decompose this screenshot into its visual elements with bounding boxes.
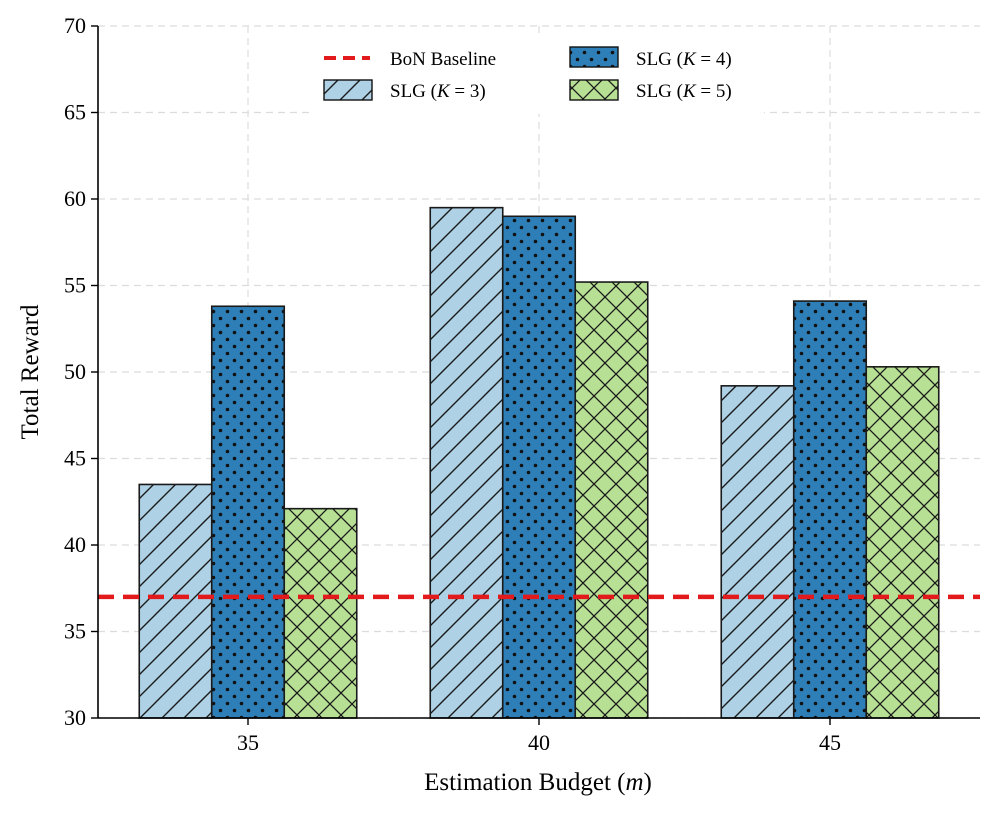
y-tick-label: 50 (64, 359, 86, 384)
y-tick-label: 30 (64, 705, 86, 730)
x-axis-title: Estimation Budget (m) (424, 769, 652, 796)
y-tick-label: 40 (64, 532, 86, 557)
legend-swatch-k3 (323, 79, 373, 101)
bar-slg-k-4--45 (792, 300, 868, 719)
legend-swatch-k5 (569, 79, 619, 101)
x-tick-label: 35 (237, 730, 259, 755)
y-tick-label: 60 (64, 186, 86, 211)
legend-background (312, 38, 764, 114)
bars (138, 206, 940, 719)
bar-slg-k-5--35 (283, 507, 358, 719)
legend-label-baseline: BoN Baseline (390, 49, 496, 70)
bar-slg-k-4--40 (501, 215, 577, 719)
bar-slg-k-3--45 (720, 385, 795, 719)
bar-slg-k-5--45 (865, 366, 940, 719)
y-tick-label: 70 (64, 13, 86, 38)
legend: BoN Baseline SLG (K = 4) SLG (K = 3) SLG… (312, 38, 764, 114)
x-tick-label: 45 (819, 730, 841, 755)
ticks: 30 35 40 45 50 55 60 65 70 35 40 45 (64, 13, 841, 755)
y-tick-label: 45 (64, 446, 86, 471)
y-tick-label: 65 (64, 100, 86, 125)
legend-label-k3: SLG (K = 3) (390, 81, 486, 102)
legend-swatch-k4 (569, 46, 619, 68)
bar-slg-k-4--35 (210, 305, 286, 719)
bar-slg-k-3--40 (429, 206, 504, 719)
legend-label-k4: SLG (K = 4) (636, 49, 732, 70)
legend-label-k5: SLG (K = 5) (636, 81, 732, 102)
y-tick-label: 35 (64, 619, 86, 644)
y-axis-title: Total Reward (17, 304, 44, 440)
x-tick-label: 40 (528, 730, 550, 755)
bar-slg-k-3--35 (138, 483, 213, 719)
y-tick-label: 55 (64, 273, 86, 298)
bar-slg-k-5--40 (574, 281, 649, 719)
